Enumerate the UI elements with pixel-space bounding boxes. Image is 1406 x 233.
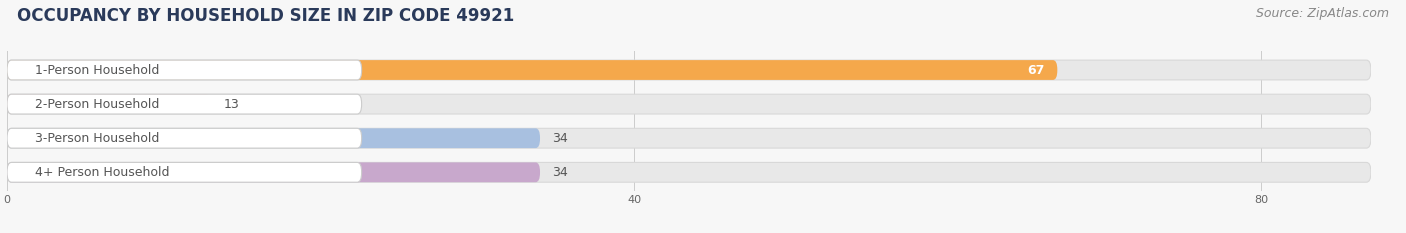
FancyBboxPatch shape [7, 60, 1057, 80]
FancyBboxPatch shape [7, 94, 1371, 114]
FancyBboxPatch shape [7, 162, 540, 182]
FancyBboxPatch shape [7, 60, 361, 80]
FancyBboxPatch shape [7, 162, 1371, 182]
Text: Source: ZipAtlas.com: Source: ZipAtlas.com [1256, 7, 1389, 20]
Text: 13: 13 [224, 98, 239, 111]
FancyBboxPatch shape [7, 94, 211, 114]
Text: 67: 67 [1028, 64, 1045, 76]
FancyBboxPatch shape [7, 128, 1371, 148]
Text: 1-Person Household: 1-Person Household [35, 64, 160, 76]
FancyBboxPatch shape [7, 60, 1371, 80]
FancyBboxPatch shape [7, 128, 361, 148]
Text: OCCUPANCY BY HOUSEHOLD SIZE IN ZIP CODE 49921: OCCUPANCY BY HOUSEHOLD SIZE IN ZIP CODE … [17, 7, 515, 25]
Text: 34: 34 [553, 132, 568, 145]
Text: 4+ Person Household: 4+ Person Household [35, 166, 170, 179]
Text: 34: 34 [553, 166, 568, 179]
Text: 3-Person Household: 3-Person Household [35, 132, 160, 145]
FancyBboxPatch shape [7, 94, 361, 114]
Text: 2-Person Household: 2-Person Household [35, 98, 160, 111]
FancyBboxPatch shape [7, 162, 361, 182]
FancyBboxPatch shape [7, 128, 540, 148]
